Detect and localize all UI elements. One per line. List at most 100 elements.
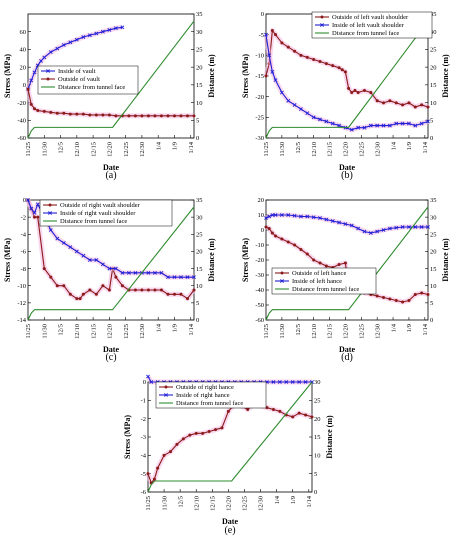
data-point xyxy=(267,53,272,58)
data-point xyxy=(394,121,399,126)
x-tick-label: 1/4 xyxy=(155,323,162,332)
x-tick-label: 12/20 xyxy=(343,324,350,339)
data-point xyxy=(188,433,192,437)
y-left-tick-label: 10 xyxy=(258,212,265,219)
x-tick-label: 12/10 xyxy=(74,142,81,157)
data-point xyxy=(94,292,98,296)
y-right-tick-label: 10 xyxy=(314,453,321,460)
series-line xyxy=(265,20,429,139)
y-left-tick-label: -20 xyxy=(255,257,264,264)
data-point xyxy=(39,59,43,63)
data-point xyxy=(353,88,357,92)
y-right-tick-label: 20 xyxy=(196,249,203,256)
y-left-tick-label: 0 xyxy=(261,11,264,18)
data-point xyxy=(388,99,392,103)
data-point xyxy=(337,123,341,128)
data-point xyxy=(156,466,160,470)
data-point xyxy=(68,112,72,116)
x-axis-title: Date xyxy=(339,345,355,354)
data-point xyxy=(394,101,398,105)
x-axis-title: Date xyxy=(339,163,355,172)
y-left-tick-label: -6 xyxy=(141,489,147,496)
data-point xyxy=(267,227,271,230)
data-point xyxy=(324,62,328,66)
data-point xyxy=(88,113,92,117)
data-point xyxy=(305,111,310,116)
data-point xyxy=(343,222,348,226)
data-point xyxy=(107,288,111,292)
data-point xyxy=(401,103,405,107)
y-left-tick-label: -20 xyxy=(255,94,264,101)
y-right-tick-label: 30 xyxy=(430,214,437,221)
data-point xyxy=(26,87,30,91)
x-tick-label: 1/9 xyxy=(290,496,297,504)
data-point xyxy=(413,225,418,229)
data-point xyxy=(32,70,37,75)
data-point xyxy=(270,231,274,235)
data-point xyxy=(426,293,430,296)
data-point xyxy=(270,69,275,74)
data-point xyxy=(264,32,268,37)
y-left-tick-label: 0 xyxy=(143,379,146,386)
y-left-tick-label: 60 xyxy=(20,29,27,36)
data-point xyxy=(192,288,196,292)
legend-marker xyxy=(280,279,284,283)
legend-entry: Outside of left vault shoulder xyxy=(332,14,409,21)
data-point xyxy=(426,119,430,124)
data-point xyxy=(420,103,424,107)
data-point xyxy=(419,225,424,229)
legend-entry: Outside of right vault shoulder xyxy=(60,202,141,209)
data-point xyxy=(382,101,386,105)
x-tick-label: 11/30 xyxy=(41,324,48,339)
data-point xyxy=(356,91,360,95)
data-point xyxy=(74,249,79,254)
data-point xyxy=(318,261,322,265)
data-point xyxy=(324,264,328,268)
series-line xyxy=(27,20,195,139)
data-point xyxy=(120,284,124,288)
data-point xyxy=(305,252,309,256)
data-point xyxy=(81,112,85,116)
data-point xyxy=(368,231,373,235)
series-line xyxy=(147,403,313,484)
data-point xyxy=(273,78,278,83)
data-point xyxy=(413,293,417,296)
data-point xyxy=(407,121,411,126)
data-point xyxy=(362,125,367,130)
x-tick-label: 1/9 xyxy=(406,324,413,332)
data-point xyxy=(318,117,322,122)
legend-entry: Inside of vault xyxy=(58,68,96,75)
data-point xyxy=(49,275,53,279)
series-inside-of-vault xyxy=(25,24,125,92)
data-point xyxy=(299,214,303,219)
y-left-tick-label: -1 xyxy=(141,398,146,405)
data-point xyxy=(78,297,82,301)
series-inside-of-left-vault-shoulder xyxy=(263,32,430,133)
data-point xyxy=(394,225,399,230)
data-point xyxy=(299,248,303,251)
panel-label: (c) xyxy=(105,352,116,363)
y-left-tick-label: -30 xyxy=(255,135,264,142)
x-tick-label: 12/15 xyxy=(90,142,97,157)
data-point xyxy=(181,437,185,441)
data-point xyxy=(407,225,411,229)
data-point xyxy=(36,109,40,113)
data-point xyxy=(400,121,405,126)
y-right-tick-label: 30 xyxy=(314,379,321,386)
y-left-tick-label: -10 xyxy=(255,242,264,249)
x-tick-label: 12/30 xyxy=(258,496,265,511)
series-inside-of-left-hance xyxy=(264,212,430,236)
x-tick-label: 11/25 xyxy=(25,142,32,157)
data-point xyxy=(324,217,329,222)
data-point xyxy=(331,64,335,68)
x-tick-label: 1/14 xyxy=(422,141,429,153)
y-left-tick-label: -8 xyxy=(21,266,26,273)
x-tick-label: 12/30 xyxy=(139,142,146,157)
data-point xyxy=(172,114,176,118)
data-point xyxy=(175,442,179,446)
y-right-tick-label: 0 xyxy=(430,135,433,142)
data-point xyxy=(280,237,284,241)
y-left-tick-label: -10 xyxy=(17,283,26,290)
legend-box xyxy=(39,199,173,227)
